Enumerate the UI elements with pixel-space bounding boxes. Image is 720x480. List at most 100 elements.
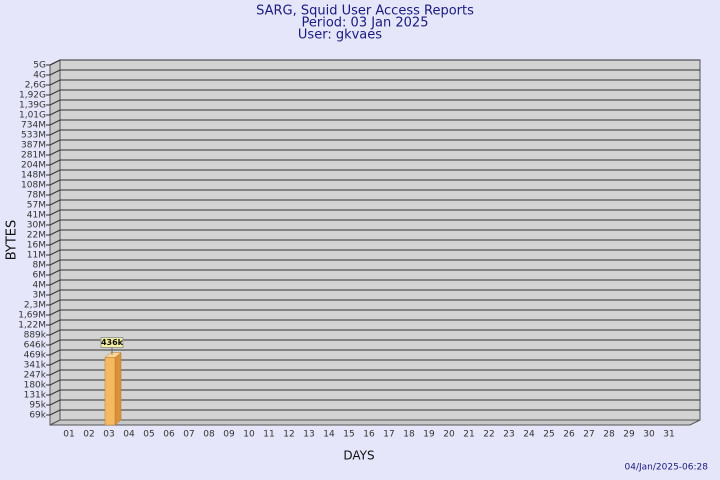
y-tick-label: 387M [21, 141, 46, 151]
y-tick-label: 1,39G [19, 101, 46, 111]
x-tick-label: 29 [623, 430, 635, 440]
grid-line [49, 239, 61, 246]
y-tick-label: 69k [29, 411, 46, 421]
grid-line [49, 189, 61, 196]
y-tick-label: 1,69M [18, 311, 46, 321]
grid-line [49, 89, 61, 96]
x-tick-label: 07 [183, 430, 194, 440]
grid-line [49, 149, 61, 156]
y-tick-label: 4G [33, 71, 46, 81]
y-tick-label: 204M [21, 161, 46, 171]
y-tick-label: 78M [27, 191, 46, 201]
x-tick-label: 20 [443, 430, 455, 440]
chart-subtitle: Period: 03 Jan 2025 [302, 16, 429, 31]
grid-line [49, 259, 61, 266]
grid-line [49, 339, 61, 346]
grid-line [49, 209, 61, 216]
x-tick-label: 27 [583, 430, 594, 440]
x-tick-label: 30 [643, 430, 655, 440]
x-tick-label: 10 [243, 430, 255, 440]
grid-line [49, 319, 61, 326]
y-tick-label: 247k [24, 371, 47, 381]
x-tick-label: 21 [463, 430, 474, 440]
grid-line [49, 369, 61, 376]
y-tick-label: 30M [27, 221, 46, 231]
x-tick-label: 23 [503, 430, 514, 440]
grid-line [49, 59, 61, 66]
y-tick-label: 4M [33, 281, 47, 291]
grid-line [49, 119, 61, 126]
x-tick-label: 04 [123, 430, 135, 440]
y-tick-label: 6M [33, 271, 47, 281]
x-tick-label: 03 [103, 430, 114, 440]
grid-line [49, 69, 61, 76]
grid-line [49, 309, 61, 316]
chart-user: User: gkvaes [298, 28, 382, 43]
x-tick-label: 19 [423, 430, 435, 440]
x-tick-label: 24 [523, 430, 535, 440]
y-tick-label: 889k [24, 331, 47, 341]
x-tick-label: 25 [543, 430, 554, 440]
x-tick-label: 12 [283, 430, 294, 440]
footer: 04/Jan/2025-06:28 [625, 463, 709, 473]
grid-line [49, 289, 61, 296]
chart-title: SARG, Squid User Access Reports [256, 4, 474, 19]
x-tick-label: 09 [223, 430, 235, 440]
x-tick-label: 01 [63, 430, 74, 440]
x-tick-label: 02 [83, 430, 94, 440]
grid-line [49, 399, 61, 406]
grid-line [49, 179, 61, 186]
x-tick-label: 18 [403, 430, 415, 440]
x-tick-label: 16 [363, 430, 375, 440]
grid-line [49, 129, 61, 136]
y-tick-label: 57M [27, 201, 46, 211]
grid-line [49, 219, 61, 226]
grid-line [49, 379, 61, 386]
y-tick-label: 95k [29, 401, 46, 411]
grid-line [49, 199, 61, 206]
grid-line [49, 249, 61, 256]
grid-line [49, 169, 61, 176]
grid-line [49, 99, 61, 106]
y-tick-label: 341k [24, 361, 47, 371]
grid-line [49, 109, 61, 116]
x-tick-label: 13 [303, 430, 314, 440]
x-tick-label: 14 [323, 430, 335, 440]
y-tick-label: 469k [24, 351, 47, 361]
grid-line [49, 139, 61, 146]
y-tick-label: 108M [21, 181, 46, 191]
x-tick-label: 17 [383, 430, 394, 440]
y-tick-label: 22M [27, 231, 46, 241]
grid-line [49, 359, 61, 366]
y-tick-label: 8M [33, 261, 47, 271]
grid-line [49, 389, 61, 396]
x-tick-label: 08 [203, 430, 215, 440]
y-axis-label: BYTES [5, 220, 20, 261]
grid-line [49, 409, 61, 416]
y-tick-label: 533M [21, 131, 46, 141]
y-tick-label: 3M [33, 291, 47, 301]
y-tick-label: 16M [27, 241, 46, 251]
x-tick-label: 31 [663, 430, 674, 440]
y-tick-label: 131k [24, 391, 47, 401]
grid-line [49, 329, 61, 336]
x-axis-label: DAYS [343, 449, 374, 463]
grid-line [49, 159, 61, 166]
x-tick-label: 28 [603, 430, 615, 440]
x-tick-label: 15 [343, 430, 354, 440]
y-tick-label: 734M [21, 121, 46, 131]
y-tick-label: 2,6G [25, 81, 46, 91]
y-tick-label: 1,22M [18, 321, 46, 331]
grid-line [49, 79, 61, 86]
x-tick-label: 06 [163, 430, 175, 440]
grid-line [49, 229, 61, 236]
y-tick-label: 11M [27, 251, 46, 261]
x-tick-label: 26 [563, 430, 575, 440]
grid-line [49, 299, 61, 306]
value-label: 436k [101, 338, 124, 347]
x-tick-label: 22 [483, 430, 494, 440]
y-tick-label: 148M [21, 171, 46, 181]
y-tick-label: 1,01G [19, 111, 46, 121]
grid-line [49, 349, 61, 356]
